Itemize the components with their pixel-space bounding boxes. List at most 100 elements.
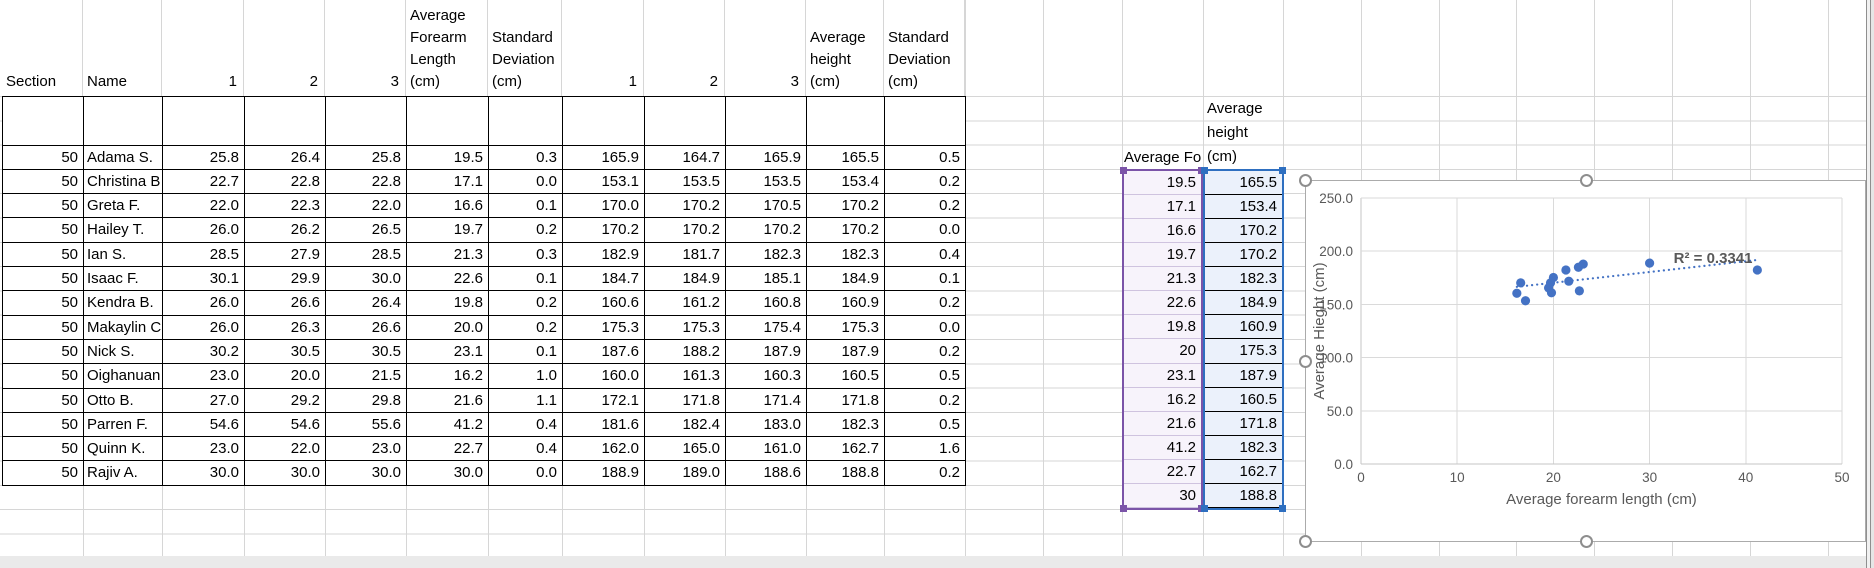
- cell[interactable]: 170.2: [645, 218, 726, 242]
- cell[interactable]: 50: [3, 315, 84, 339]
- summary-cell[interactable]: 22.7: [1124, 460, 1201, 484]
- cell[interactable]: 184.9: [807, 267, 885, 291]
- cell[interactable]: [163, 97, 245, 145]
- summary-cell[interactable]: 16.6: [1124, 219, 1201, 244]
- cell[interactable]: 26.6: [245, 291, 326, 315]
- summary-cell[interactable]: 170.2: [1205, 219, 1282, 244]
- cell[interactable]: 0.4: [489, 437, 563, 461]
- cell[interactable]: 23.0: [326, 437, 407, 461]
- cell[interactable]: 26.4: [326, 291, 407, 315]
- cell[interactable]: 182.3: [807, 412, 885, 437]
- cell[interactable]: 1.1: [489, 388, 563, 412]
- cell[interactable]: 170.2: [807, 218, 885, 242]
- cell[interactable]: 153.5: [726, 169, 807, 194]
- cell[interactable]: 27.9: [245, 242, 326, 267]
- column-header[interactable]: Section: [2, 0, 83, 96]
- cell[interactable]: 160.8: [726, 291, 807, 315]
- cell[interactable]: 22.7: [407, 437, 489, 461]
- cell[interactable]: 181.7: [645, 242, 726, 267]
- cell[interactable]: Nick S.: [84, 339, 163, 364]
- cell[interactable]: 54.6: [245, 412, 326, 437]
- summary-cell[interactable]: 23.1: [1124, 364, 1201, 388]
- cell[interactable]: 27.0: [163, 388, 245, 412]
- cell[interactable]: 50: [3, 364, 84, 388]
- summary-cell[interactable]: 170.2: [1205, 243, 1282, 268]
- cell[interactable]: 50: [3, 145, 84, 169]
- cell[interactable]: Greta F.: [84, 194, 163, 218]
- cell[interactable]: 16.6: [407, 194, 489, 218]
- cell[interactable]: 165.9: [563, 145, 645, 169]
- column-header[interactable]: Standard Deviation (cm): [884, 0, 965, 96]
- cell[interactable]: 30.0: [326, 461, 407, 485]
- cell[interactable]: 160.3: [726, 364, 807, 388]
- cell[interactable]: 0.0: [489, 461, 563, 485]
- cell[interactable]: 0.0: [885, 218, 966, 242]
- cell[interactable]: 0.2: [885, 388, 966, 412]
- cell[interactable]: 0.3: [489, 145, 563, 169]
- cell[interactable]: 0.1: [885, 267, 966, 291]
- summary-cell[interactable]: 182.3: [1205, 267, 1282, 292]
- cell[interactable]: 153.5: [645, 169, 726, 194]
- cell[interactable]: 181.6: [563, 412, 645, 437]
- cell[interactable]: 0.4: [489, 412, 563, 437]
- cell[interactable]: Oighanuan: [84, 364, 163, 388]
- cell[interactable]: 29.9: [245, 267, 326, 291]
- cell[interactable]: [3, 97, 84, 145]
- cell[interactable]: 23.1: [407, 339, 489, 364]
- cell[interactable]: 188.6: [726, 461, 807, 485]
- cell[interactable]: 28.5: [326, 242, 407, 267]
- summary-cell[interactable]: 30: [1124, 484, 1201, 508]
- cell[interactable]: 54.6: [163, 412, 245, 437]
- cell[interactable]: Otto B.: [84, 388, 163, 412]
- cell[interactable]: 21.6: [407, 388, 489, 412]
- cell[interactable]: 23.0: [163, 437, 245, 461]
- cell[interactable]: 20.0: [245, 364, 326, 388]
- cell[interactable]: 0.2: [489, 218, 563, 242]
- chart-y-range-highlight[interactable]: 165.5 153.4 170.2 170.2 182.3 184.9 160.9 175.3…: [1201, 167, 1286, 512]
- cell[interactable]: 171.4: [726, 388, 807, 412]
- cell[interactable]: 170.2: [563, 218, 645, 242]
- cell[interactable]: 0.2: [489, 291, 563, 315]
- range-handle[interactable]: [1201, 167, 1208, 174]
- cell[interactable]: Quinn K.: [84, 437, 163, 461]
- cell[interactable]: 162.0: [563, 437, 645, 461]
- summary-cell[interactable]: 21.6: [1124, 412, 1201, 436]
- cell[interactable]: Rajiv A.: [84, 461, 163, 485]
- cell[interactable]: 20.0: [407, 315, 489, 339]
- cell[interactable]: 50: [3, 461, 84, 485]
- cell[interactable]: 182.9: [563, 242, 645, 267]
- cell[interactable]: 30.0: [326, 267, 407, 291]
- cell[interactable]: 175.3: [563, 315, 645, 339]
- cell[interactable]: 171.8: [807, 388, 885, 412]
- cell[interactable]: 30.0: [407, 461, 489, 485]
- cell[interactable]: 26.2: [245, 218, 326, 242]
- cell[interactable]: 0.2: [489, 315, 563, 339]
- range-handle[interactable]: [1279, 167, 1286, 174]
- column-header[interactable]: Average Forearm Length (cm): [406, 0, 488, 96]
- cell[interactable]: 26.0: [163, 315, 245, 339]
- cell[interactable]: 187.6: [563, 339, 645, 364]
- cell[interactable]: 19.5: [407, 145, 489, 169]
- cell[interactable]: [645, 97, 726, 145]
- cell[interactable]: 1.6: [885, 437, 966, 461]
- column-header[interactable]: Standard Deviation (cm): [488, 0, 562, 96]
- cell[interactable]: 0.1: [489, 339, 563, 364]
- cell[interactable]: 30.5: [326, 339, 407, 364]
- cell[interactable]: Isaac F.: [84, 267, 163, 291]
- cell[interactable]: Ian S.: [84, 242, 163, 267]
- summary-cell[interactable]: 184.9: [1205, 291, 1282, 316]
- cell[interactable]: 50: [3, 194, 84, 218]
- cell[interactable]: 50: [3, 267, 84, 291]
- cell[interactable]: Adama S.: [84, 145, 163, 169]
- cell[interactable]: 182.4: [645, 412, 726, 437]
- cell[interactable]: 153.4: [807, 169, 885, 194]
- column-header[interactable]: 3: [725, 0, 806, 96]
- cell[interactable]: 21.5: [326, 364, 407, 388]
- cell[interactable]: 187.9: [726, 339, 807, 364]
- chart-x-range-highlight[interactable]: 19.5 17.1 16.6 19.7 21.3 22.6 19.8 20 23.1 16.2 21…: [1120, 167, 1205, 512]
- cell[interactable]: 50: [3, 169, 84, 194]
- cell[interactable]: 29.2: [245, 388, 326, 412]
- summary-cell[interactable]: 160.9: [1205, 315, 1282, 340]
- cell[interactable]: 19.8: [407, 291, 489, 315]
- cell[interactable]: [563, 97, 645, 145]
